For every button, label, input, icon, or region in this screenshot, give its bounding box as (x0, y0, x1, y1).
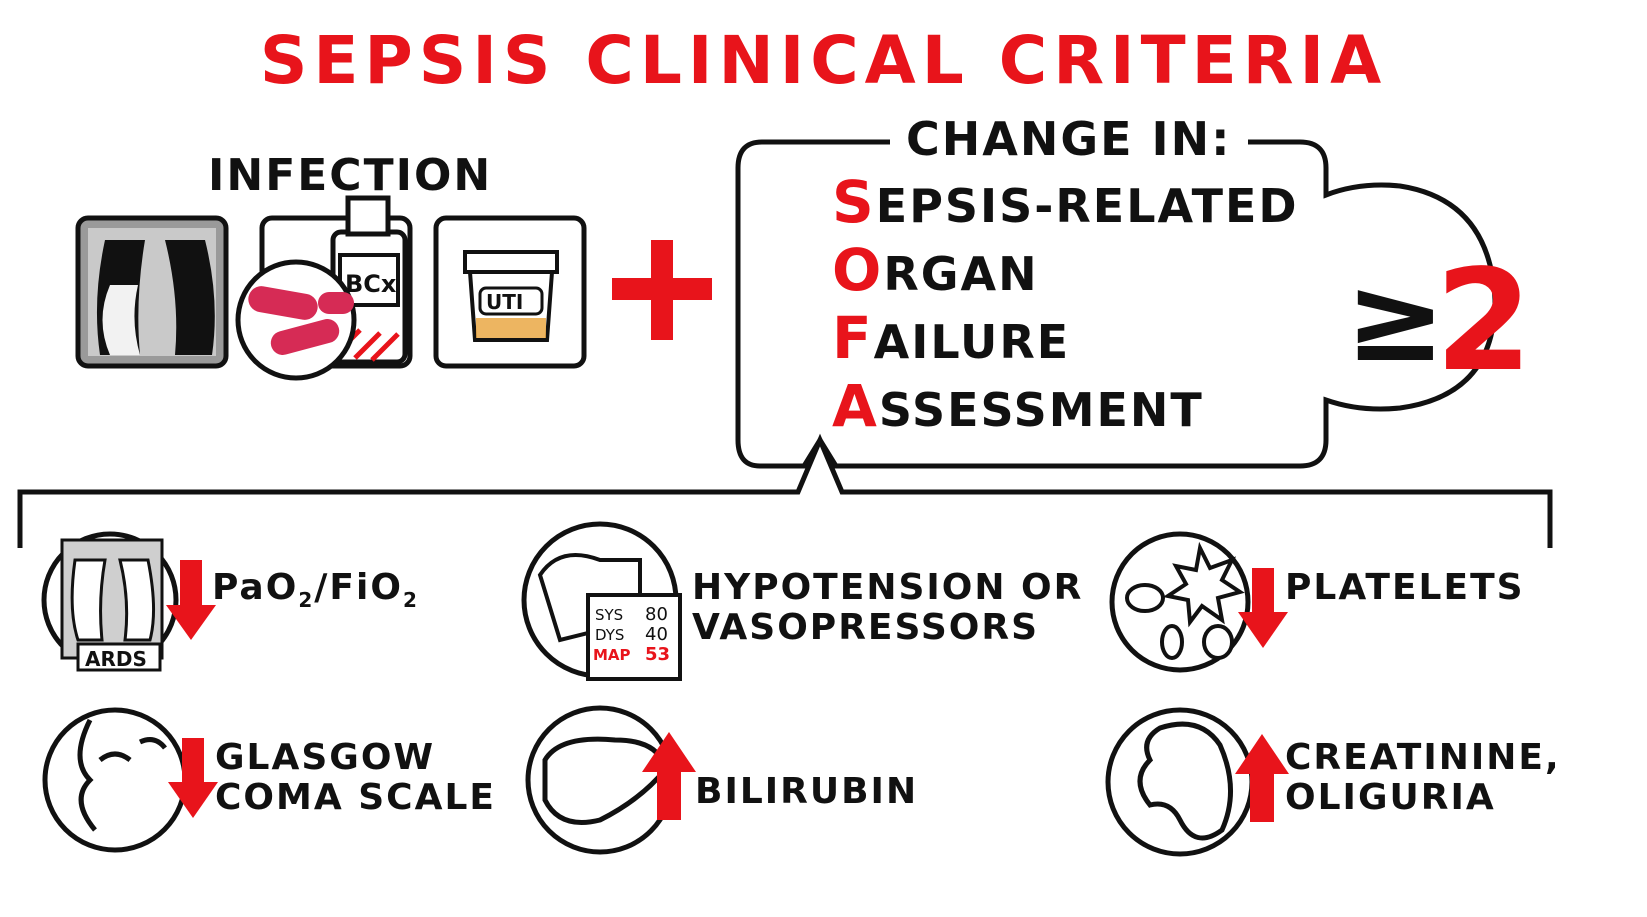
sofa-line-o: ORGAN (832, 236, 1039, 304)
creatinine-label: CREATININE, OLIGURIA (1285, 737, 1561, 818)
gte-symbol: ≥ (1345, 250, 1446, 389)
ards-lungs-icon: ARDS (41, 531, 179, 672)
svg-text:DYS: DYS (595, 626, 624, 644)
infection-label: INFECTION (208, 150, 493, 201)
svg-text:SYS: SYS (595, 606, 623, 624)
svg-text:40: 40 (645, 624, 668, 645)
ards-label: ARDS (85, 647, 147, 671)
urine-cup-icon: UTI (433, 215, 587, 369)
kidney-icon (1105, 707, 1255, 857)
change-in-heading: CHANGE IN: (890, 112, 1248, 166)
plus-sign (612, 240, 712, 340)
bilirubin-label: BILIRUBIN (695, 771, 919, 812)
svg-text:80: 80 (645, 604, 668, 625)
chest-xray-icon (75, 215, 229, 369)
up-arrow-icon (1235, 734, 1289, 822)
pao2-fio2-label: PaO2/FiO2 (212, 567, 419, 613)
down-arrow-icon (166, 560, 216, 640)
hypotension-label: HYPOTENSION OR VASOPRESSORS (692, 567, 1084, 648)
down-arrow-icon (168, 738, 218, 818)
glasgow-label: GLASGOW COMA SCALE (215, 737, 496, 818)
bcx-label: BCx (345, 270, 397, 298)
uti-label: UTI (486, 290, 523, 314)
blood-pressure-monitor-icon: SYS DYS MAP 80 40 53 (521, 521, 682, 681)
svg-text:MAP: MAP (593, 646, 631, 664)
sofa-line-f: FAILURE (832, 304, 1071, 372)
svg-text:53: 53 (645, 644, 670, 665)
sofa-bubble (735, 139, 1498, 469)
up-arrow-icon (642, 732, 696, 820)
down-arrow-icon (1238, 568, 1288, 648)
sofa-line-s: SEPSIS-RELATED (832, 168, 1299, 236)
face-icon (42, 707, 188, 853)
page-title: SEPSIS CLINICAL CRITERIA (259, 22, 1388, 99)
blood-culture-icon: BCx (235, 195, 413, 381)
criteria-bracket (17, 433, 1553, 548)
threshold-value: 2 (1435, 240, 1533, 403)
liver-icon (525, 705, 675, 855)
platelets-label: PLATELETS (1285, 567, 1525, 608)
platelets-icon (1109, 531, 1251, 673)
sofa-line-a: ASSESSMENT (832, 372, 1204, 440)
